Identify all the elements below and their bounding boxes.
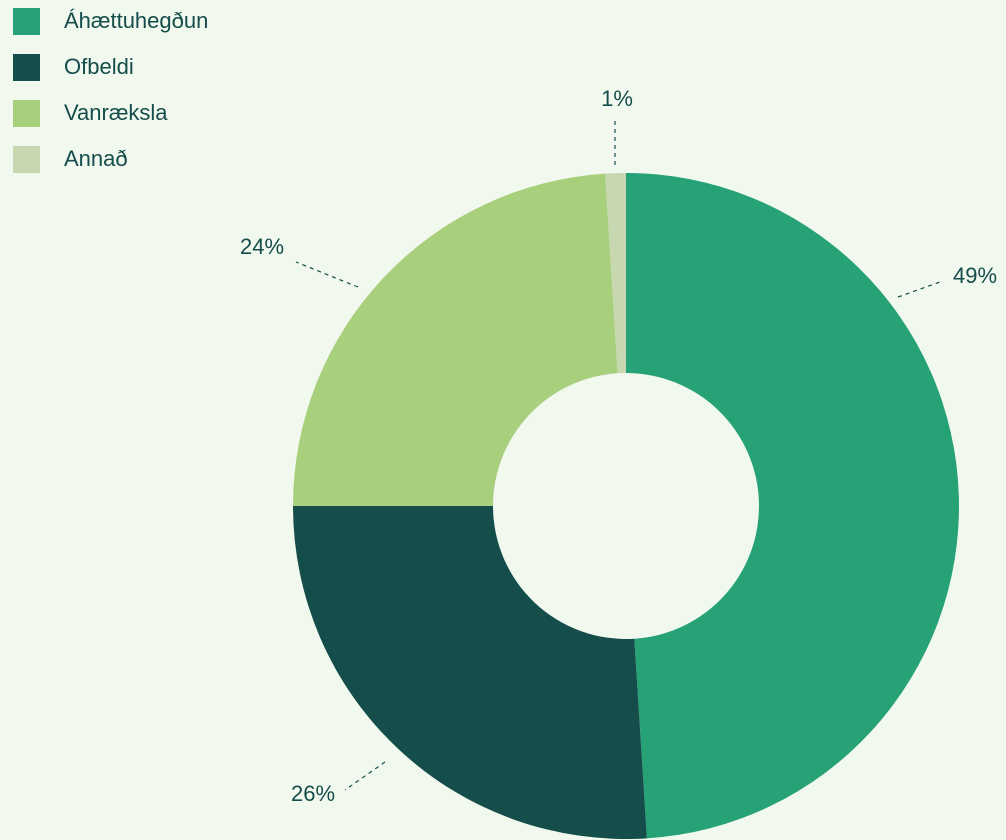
data-label: 26%: [291, 781, 335, 806]
slice: [605, 173, 626, 374]
legend-swatch: [13, 146, 40, 173]
legend-swatch: [13, 54, 40, 81]
slice: [626, 173, 959, 839]
slice: [293, 173, 618, 506]
legend-swatch: [13, 100, 40, 127]
leader-line: [344, 761, 386, 791]
legend-label: Áhættuhegðun: [64, 8, 208, 33]
leader-line: [295, 261, 359, 288]
data-label: 49%: [953, 263, 997, 288]
data-label: 1%: [601, 86, 633, 111]
legend-label: Annað: [64, 146, 128, 171]
legend-label: Vanræksla: [64, 100, 168, 125]
slice: [292, 506, 647, 839]
legend-swatch: [13, 8, 40, 35]
data-label: 24%: [240, 234, 284, 259]
legend-label: Ofbeldi: [64, 54, 134, 79]
